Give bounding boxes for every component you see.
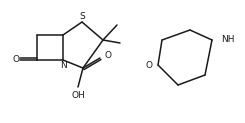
- Text: O: O: [104, 52, 111, 61]
- Text: S: S: [79, 12, 85, 21]
- Text: O: O: [12, 55, 20, 64]
- Text: OH: OH: [71, 91, 85, 100]
- Text: N: N: [60, 61, 66, 70]
- Text: O: O: [145, 61, 152, 69]
- Text: NH: NH: [221, 36, 234, 45]
